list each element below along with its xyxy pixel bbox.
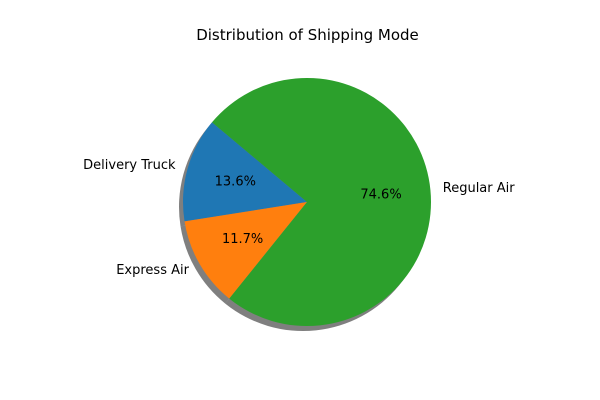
category-label-regular-air: Regular Air: [443, 181, 515, 196]
percent-label-delivery-truck: 13.6%: [215, 175, 256, 190]
category-label-express-air: Express Air: [116, 263, 189, 278]
percent-label-express-air: 11.7%: [222, 232, 263, 247]
slice-delivery-truck: [183, 122, 307, 222]
slice-regular-air: [212, 78, 431, 326]
slice-express-air: [184, 202, 307, 299]
pie-slices: [183, 78, 431, 326]
category-label-delivery-truck: Delivery Truck: [83, 158, 176, 173]
chart-title: Distribution of Shipping Mode: [196, 26, 419, 44]
pie-labels: Delivery Truck 13.6% Express Air 11.7% Regul…: [83, 158, 515, 278]
percent-label-regular-air: 74.6%: [360, 187, 401, 202]
